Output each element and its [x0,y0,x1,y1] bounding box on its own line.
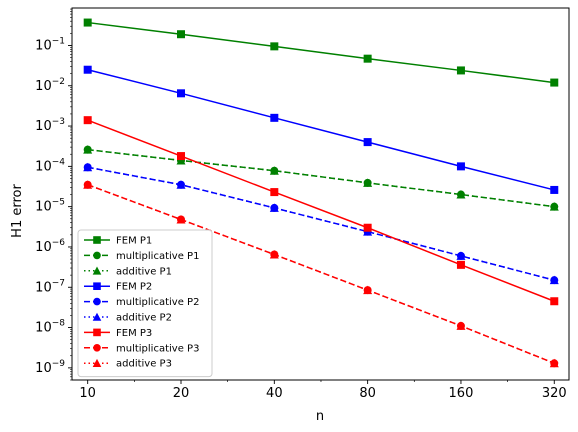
data-point [83,18,92,27]
x-axis-label: n [316,409,324,424]
data-point [549,202,559,211]
legend: FEM P1 multiplicative P1 additive P1 FEM P2… [77,229,213,378]
y-tick-label: 10−2 [35,77,65,94]
data-point [83,162,93,172]
data-point [177,89,186,98]
x-tick-label: 20 [173,386,190,401]
y-tick-label: 10−9 [35,359,65,376]
data-point [456,66,465,75]
x-tick-label: 40 [266,386,283,401]
data-point [269,166,279,175]
data-point [456,190,466,199]
data-point [176,215,186,224]
legend-entry: additive P3 [84,359,172,370]
legend-entry: FEM P1 [84,236,152,247]
series-1 [83,18,559,87]
data-point [83,116,92,125]
data-point [550,78,559,87]
legend-label: additive P1 [116,266,172,277]
data-point [176,180,186,189]
axes: 10 20 40 80 160 320 10−9 10−8 10−7 10−6 10−5 10−4 10… [35,7,570,401]
series-9 [83,180,559,368]
legend-marker [93,344,101,352]
data-point [363,178,373,187]
series-line [87,68,555,191]
series-7 [83,116,559,306]
legend-label: FEM P3 [116,328,152,339]
series-6 [83,162,559,285]
legend-entry: multiplicative P3 [84,343,199,354]
data-point [363,223,372,232]
legend-label: additive P3 [116,359,172,370]
series-line [87,166,555,281]
data-point [456,162,465,171]
data-point [550,185,559,194]
y-tick-label: 10−6 [35,238,65,255]
data-point [363,138,372,147]
legend-marker [93,328,101,337]
legend-entry: additive P2 [84,313,172,324]
series-line [87,119,555,302]
legend-entry: multiplicative P2 [84,297,199,308]
x-tick-label: 10 [79,386,96,401]
data-point [176,155,186,165]
y-tick-label: 10−5 [35,198,65,215]
data-point [83,180,93,189]
legend-entry: additive P1 [84,266,172,277]
legend-label: FEM P1 [116,236,152,247]
plot-frame [71,7,570,381]
legend-marker [92,266,102,275]
data-point [270,113,279,122]
data-point [549,275,559,285]
legend-label: additive P2 [116,313,172,324]
series-line [87,148,555,208]
legend-marker [92,358,102,367]
series-line [87,21,555,84]
legend-label: multiplicative P2 [116,297,199,308]
legend-entry: FEM P2 [84,282,152,293]
plot-area [83,18,559,368]
x-tick-label: 320 [542,386,567,401]
data-point [456,260,465,269]
legend-marker [93,282,101,290]
legend-entry: FEM P3 [84,328,152,339]
series-line [87,184,555,364]
data-point [550,297,559,306]
series-3 [83,145,559,211]
legend-box [77,229,213,378]
data-point [269,203,279,212]
data-point [83,145,93,154]
legend-label: FEM P2 [116,282,152,293]
data-point [269,250,279,259]
legend-marker [93,236,101,244]
data-point [456,251,466,260]
data-point [83,65,92,74]
x-tick-label: 80 [359,386,376,401]
data-point [177,30,186,39]
y-tick-label: 10−7 [35,278,65,295]
data-point [270,42,279,51]
data-point [363,285,373,295]
legend-entry: multiplicative P1 [84,251,199,262]
legend-label: multiplicative P1 [116,251,199,262]
legend-marker [93,251,101,260]
y-tick-label: 10−8 [35,319,65,336]
data-point [456,321,466,330]
y-axis-label: H1 error [10,184,25,238]
x-tick-label: 160 [449,386,474,401]
data-point [177,152,186,161]
y-tick-label: 10−3 [35,117,65,134]
series-4 [83,65,559,194]
legend-label: multiplicative P3 [116,343,199,354]
data-point [363,54,372,63]
legend-marker [92,312,102,321]
legend-marker [93,297,101,306]
data-point [270,188,279,197]
data-point [549,358,559,368]
y-tick-label: 10−4 [35,157,65,174]
y-tick-label: 10−1 [35,36,65,53]
